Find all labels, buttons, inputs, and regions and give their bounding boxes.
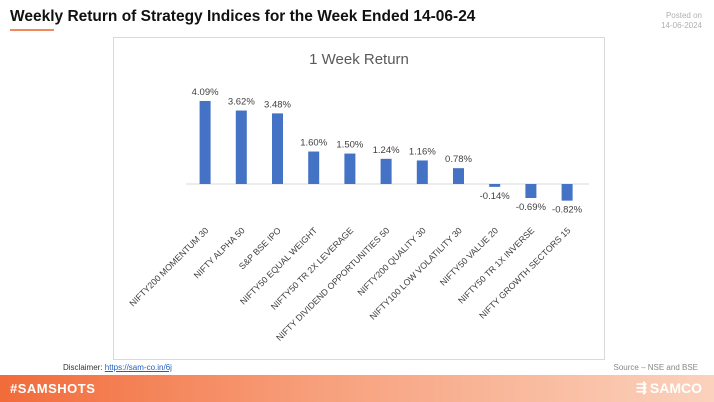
posted-date: 14-06-2024 [661,21,702,30]
bar-10 [561,184,573,201]
data-label-9: -0.69% [516,202,547,213]
brand-name: SAMCO [649,380,702,396]
chart-title: 1 Week Return [309,51,409,68]
bar-9 [525,184,537,199]
data-label-10: -0.82% [552,205,583,216]
disclaimer-label: Disclaimer: [63,363,105,372]
category-label-6: NIFTY200 QUALITY 30 [355,225,427,297]
data-label-4: 1.50% [336,140,363,151]
bar-8 [489,184,501,187]
disclaimer: Disclaimer: https://sam-co.in/6j [63,363,172,372]
bar-1 [235,110,247,184]
page-title: Weekly Return of Strategy Indices for th… [10,8,476,25]
bar-0 [199,101,211,184]
bar-3 [308,151,320,184]
bar-6 [416,160,428,184]
data-label-3: 1.60% [300,138,327,149]
data-label-8: -0.14% [480,191,511,202]
data-label-7: 0.78% [445,154,472,165]
bar-2 [272,113,283,184]
disclaimer-link[interactable]: https://sam-co.in/6j [104,363,172,372]
chart-panel: 1 Week Return 4.09% NIFTY200 MOMENTUM 30 3.… [113,37,605,360]
posted-info: Posted on 14-06-2024 [661,11,702,31]
source-note: Source – NSE and BSE [613,363,699,372]
title-underline [10,29,54,31]
posted-label: Posted on [665,11,702,20]
brand-logo: ⇶ SAMCO [636,380,702,396]
data-label-6: 1.16% [409,146,436,157]
data-label-1: 3.62% [228,97,255,108]
data-label-0: 4.09% [192,87,219,98]
samco-logo-icon: ⇶ [635,380,647,395]
bar-5 [380,158,392,184]
bar-7 [453,168,464,184]
hashtag: #SAMSHOTS [10,381,96,396]
bar-4 [344,153,356,184]
data-label-2: 3.48% [264,99,291,110]
data-label-5: 1.24% [373,145,400,156]
footer-bar: #SAMSHOTS ⇶ SAMCO [0,375,714,402]
